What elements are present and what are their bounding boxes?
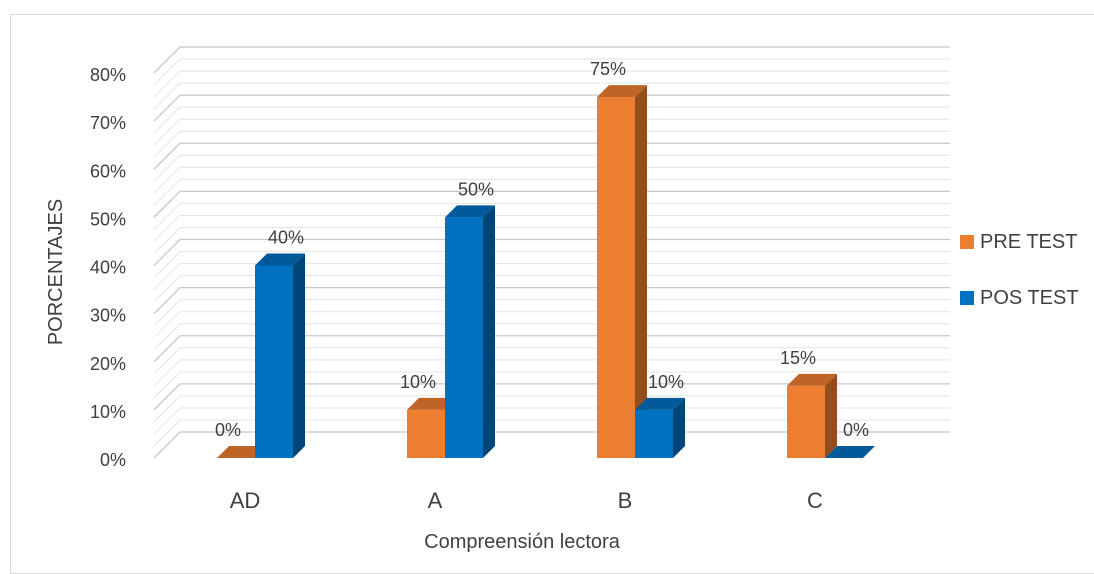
gridline-minor bbox=[153, 251, 950, 278]
gridline-minor bbox=[153, 226, 950, 254]
y-tick-label: 0% bbox=[100, 450, 126, 470]
y-axis-title: PORCENTAJES bbox=[45, 199, 67, 345]
gridline-minor bbox=[153, 58, 950, 86]
gridline-minor bbox=[153, 154, 950, 182]
legend: PRE TEST POS TEST bbox=[960, 231, 1079, 309]
legend-swatch bbox=[960, 291, 974, 305]
gridline-minor bbox=[153, 407, 950, 435]
gridline-minor bbox=[153, 395, 950, 423]
x-tick-label: AD bbox=[230, 488, 261, 513]
y-tick-label: 80% bbox=[90, 65, 126, 85]
gridline-major bbox=[153, 335, 950, 363]
chart: 0% 10% 20% 30% 40% 50% 60% 70% 80% 0% 40% 10% 50% 75… bbox=[45, 46, 1079, 553]
gridline-minor bbox=[153, 263, 950, 290]
y-tick-labels: 0% 10% 20% 30% 40% 50% 60% 70% 80% bbox=[90, 65, 126, 470]
bar-side bbox=[635, 85, 647, 458]
bar-side bbox=[673, 397, 685, 458]
bar-top bbox=[825, 446, 875, 458]
bar bbox=[787, 385, 825, 458]
bar-top bbox=[255, 253, 305, 266]
gridline-minor bbox=[153, 202, 950, 230]
y-tick-label: 70% bbox=[90, 113, 126, 133]
data-label: 10% bbox=[648, 372, 684, 392]
legend-swatch bbox=[960, 235, 974, 249]
legend-label: POS TEST bbox=[980, 287, 1079, 309]
bar bbox=[597, 97, 635, 458]
gridline-major bbox=[153, 238, 950, 266]
gridline-major bbox=[153, 431, 950, 459]
legend-label: PRE TEST bbox=[980, 231, 1077, 253]
bar-top bbox=[217, 446, 267, 458]
bar-top bbox=[445, 205, 495, 218]
x-tick-label: C bbox=[807, 488, 823, 513]
y-tick-label: 50% bbox=[90, 209, 126, 229]
data-label: 0% bbox=[843, 420, 869, 440]
data-label: 50% bbox=[458, 179, 494, 199]
bar bbox=[407, 409, 445, 458]
bar-top bbox=[407, 397, 457, 410]
gridline-major bbox=[153, 286, 950, 315]
bar-side bbox=[483, 205, 495, 458]
gridline-minor bbox=[153, 311, 950, 339]
gridline-minor bbox=[153, 419, 950, 447]
gridline-major bbox=[153, 142, 950, 170]
data-label: 10% bbox=[400, 372, 436, 392]
gridline-major bbox=[153, 190, 950, 218]
x-axis-title: Compreensión lectora bbox=[424, 531, 621, 553]
gridline-minor bbox=[153, 106, 950, 134]
data-label: 40% bbox=[268, 228, 304, 248]
y-tick-label: 20% bbox=[90, 354, 126, 374]
y-tick-label: 30% bbox=[90, 306, 126, 326]
bar-top bbox=[635, 397, 685, 410]
bars bbox=[217, 85, 875, 458]
gridline-minor bbox=[153, 275, 950, 302]
bar bbox=[445, 217, 483, 458]
gridline-major bbox=[153, 46, 950, 74]
gridline-minor bbox=[153, 323, 950, 351]
data-label: 15% bbox=[780, 348, 816, 368]
gridline-minor bbox=[153, 82, 950, 110]
y-tick-label: 10% bbox=[90, 402, 126, 422]
data-label: 75% bbox=[590, 59, 626, 79]
gridline-minor bbox=[153, 299, 950, 327]
gridline-minor bbox=[153, 178, 950, 206]
bar-top bbox=[787, 373, 837, 386]
x-tick-labels: AD A B C bbox=[230, 488, 823, 513]
bar bbox=[635, 409, 673, 458]
gridline-minor bbox=[153, 371, 950, 399]
y-tick-label: 40% bbox=[90, 258, 126, 278]
bar bbox=[255, 265, 293, 458]
x-tick-label: B bbox=[618, 488, 633, 513]
bar-side bbox=[825, 373, 837, 458]
gridline-major bbox=[153, 383, 950, 411]
gridline-minor bbox=[153, 70, 950, 98]
bar-side bbox=[293, 253, 305, 458]
gridline-minor bbox=[153, 347, 950, 375]
data-label: 0% bbox=[215, 420, 241, 440]
data-labels: 0% 40% 10% 50% 75% 10% 15% 0% bbox=[215, 59, 869, 440]
grid-lines bbox=[153, 46, 950, 459]
bar-top bbox=[597, 85, 647, 98]
gridline-minor bbox=[153, 166, 950, 194]
gridline-minor bbox=[153, 118, 950, 146]
gridline-major bbox=[153, 94, 950, 122]
gridline-minor bbox=[153, 130, 950, 158]
y-tick-label: 60% bbox=[90, 161, 126, 181]
x-tick-label: A bbox=[428, 488, 443, 513]
gridline-minor bbox=[153, 214, 950, 242]
gridline-minor bbox=[153, 359, 950, 387]
